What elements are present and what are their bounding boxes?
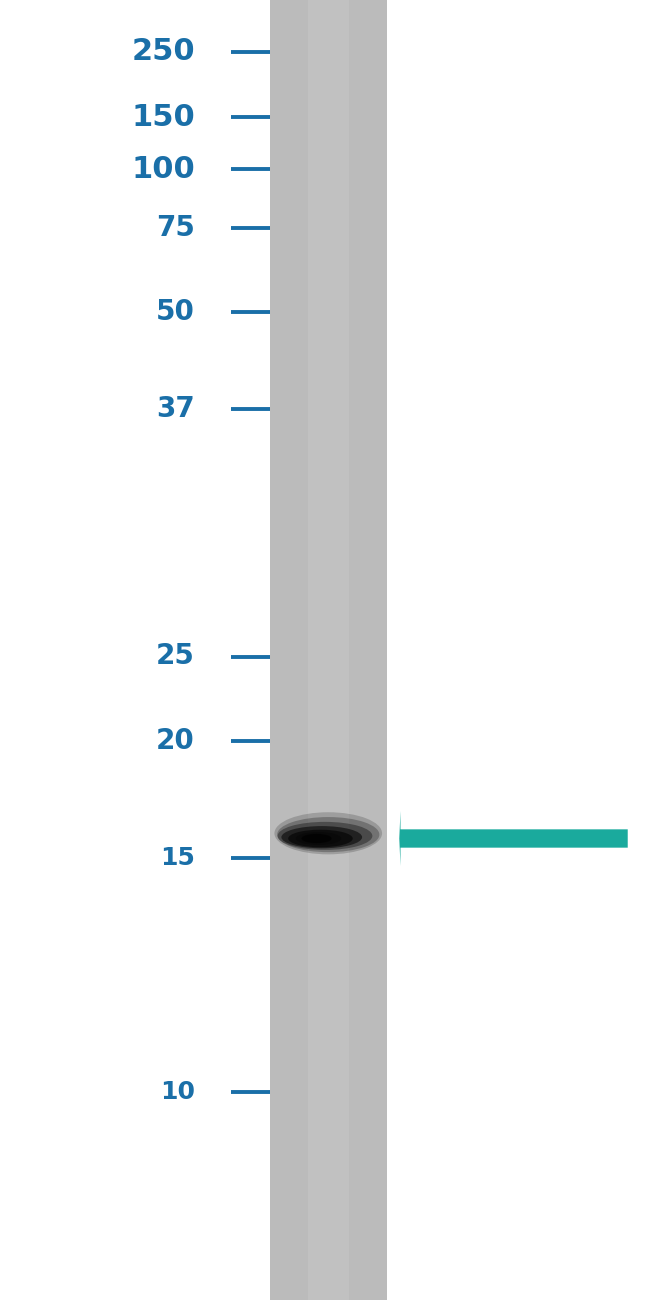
Text: 100: 100 — [131, 155, 195, 183]
Text: 15: 15 — [160, 846, 195, 870]
Text: 250: 250 — [131, 38, 195, 66]
Text: 37: 37 — [156, 395, 195, 424]
Bar — [308, 0, 349, 1300]
Ellipse shape — [278, 822, 372, 850]
Ellipse shape — [277, 816, 380, 853]
Bar — [270, 0, 387, 1300]
Ellipse shape — [288, 829, 353, 848]
Text: 50: 50 — [156, 298, 195, 326]
Text: 75: 75 — [156, 213, 195, 242]
Ellipse shape — [274, 812, 382, 854]
Ellipse shape — [281, 826, 362, 849]
Text: 25: 25 — [156, 642, 195, 671]
Text: 10: 10 — [160, 1080, 195, 1104]
Text: 150: 150 — [131, 103, 195, 131]
Ellipse shape — [302, 833, 332, 844]
Ellipse shape — [296, 832, 341, 845]
Text: 20: 20 — [156, 727, 195, 755]
